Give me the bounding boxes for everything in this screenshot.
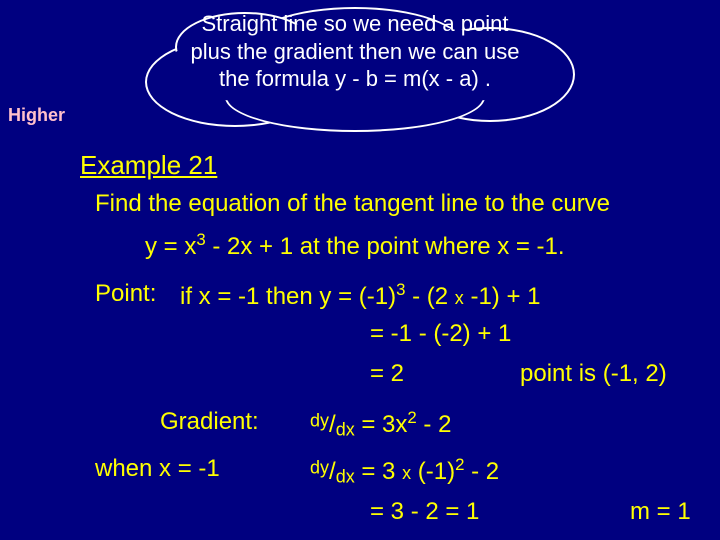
cloud-text: Straight line so we need a point plus th… bbox=[160, 10, 550, 93]
txt: if x = -1 then y = (-1) bbox=[180, 283, 396, 310]
txt: = 3x bbox=[355, 411, 408, 438]
dx: dx bbox=[336, 467, 355, 487]
times: x bbox=[402, 463, 411, 483]
txt: - 2 bbox=[417, 411, 452, 438]
txt: = 3 bbox=[355, 458, 402, 485]
slash: / bbox=[329, 411, 336, 438]
example-heading: Example 21 bbox=[80, 150, 217, 181]
body-line-1: Find the equation of the tangent line to… bbox=[95, 190, 610, 218]
point-is: point is (-1, 2) bbox=[520, 360, 667, 388]
slash: / bbox=[329, 458, 336, 485]
when-label: when x = -1 bbox=[95, 455, 220, 483]
m-equals: m = 1 bbox=[630, 498, 691, 526]
deriv-line-2: dy/dx = 3 x (-1)2 - 2 bbox=[310, 455, 499, 488]
cloud-line3: the formula y - b = m(x - a) . bbox=[219, 66, 491, 91]
deriv-line-3: = 3 - 2 = 1 bbox=[370, 498, 479, 526]
txt: (-1) bbox=[411, 458, 455, 485]
cloud-line2: plus the gradient then we can use bbox=[190, 39, 519, 64]
higher-label: Higher bbox=[8, 105, 65, 126]
exp: 2 bbox=[407, 408, 416, 427]
point-line-3: = 2 bbox=[370, 360, 404, 388]
point-line-2: = -1 - (-2) + 1 bbox=[370, 320, 511, 348]
cloud-line1: Straight line so we need a point bbox=[202, 11, 509, 36]
dy: dy bbox=[310, 411, 329, 431]
txt: - 2x + 1 at the point where x = -1. bbox=[206, 233, 565, 260]
dy: dy bbox=[310, 458, 329, 478]
times: x bbox=[455, 288, 464, 308]
thought-cloud: Straight line so we need a point plus th… bbox=[125, 2, 585, 137]
dx: dx bbox=[336, 420, 355, 440]
gradient-label: Gradient: bbox=[160, 408, 259, 436]
deriv-line-1: dy/dx = 3x2 - 2 bbox=[310, 408, 451, 441]
point-line-1: if x = -1 then y = (-1)3 - (2 x -1) + 1 bbox=[180, 280, 540, 311]
txt: -1) + 1 bbox=[464, 283, 541, 310]
txt: y = x bbox=[145, 233, 196, 260]
point-label: Point: bbox=[95, 280, 156, 308]
exp: 3 bbox=[196, 230, 205, 249]
txt: - 2 bbox=[464, 458, 499, 485]
txt: - (2 bbox=[405, 283, 454, 310]
body-line-2: y = x3 - 2x + 1 at the point where x = -… bbox=[145, 230, 565, 261]
